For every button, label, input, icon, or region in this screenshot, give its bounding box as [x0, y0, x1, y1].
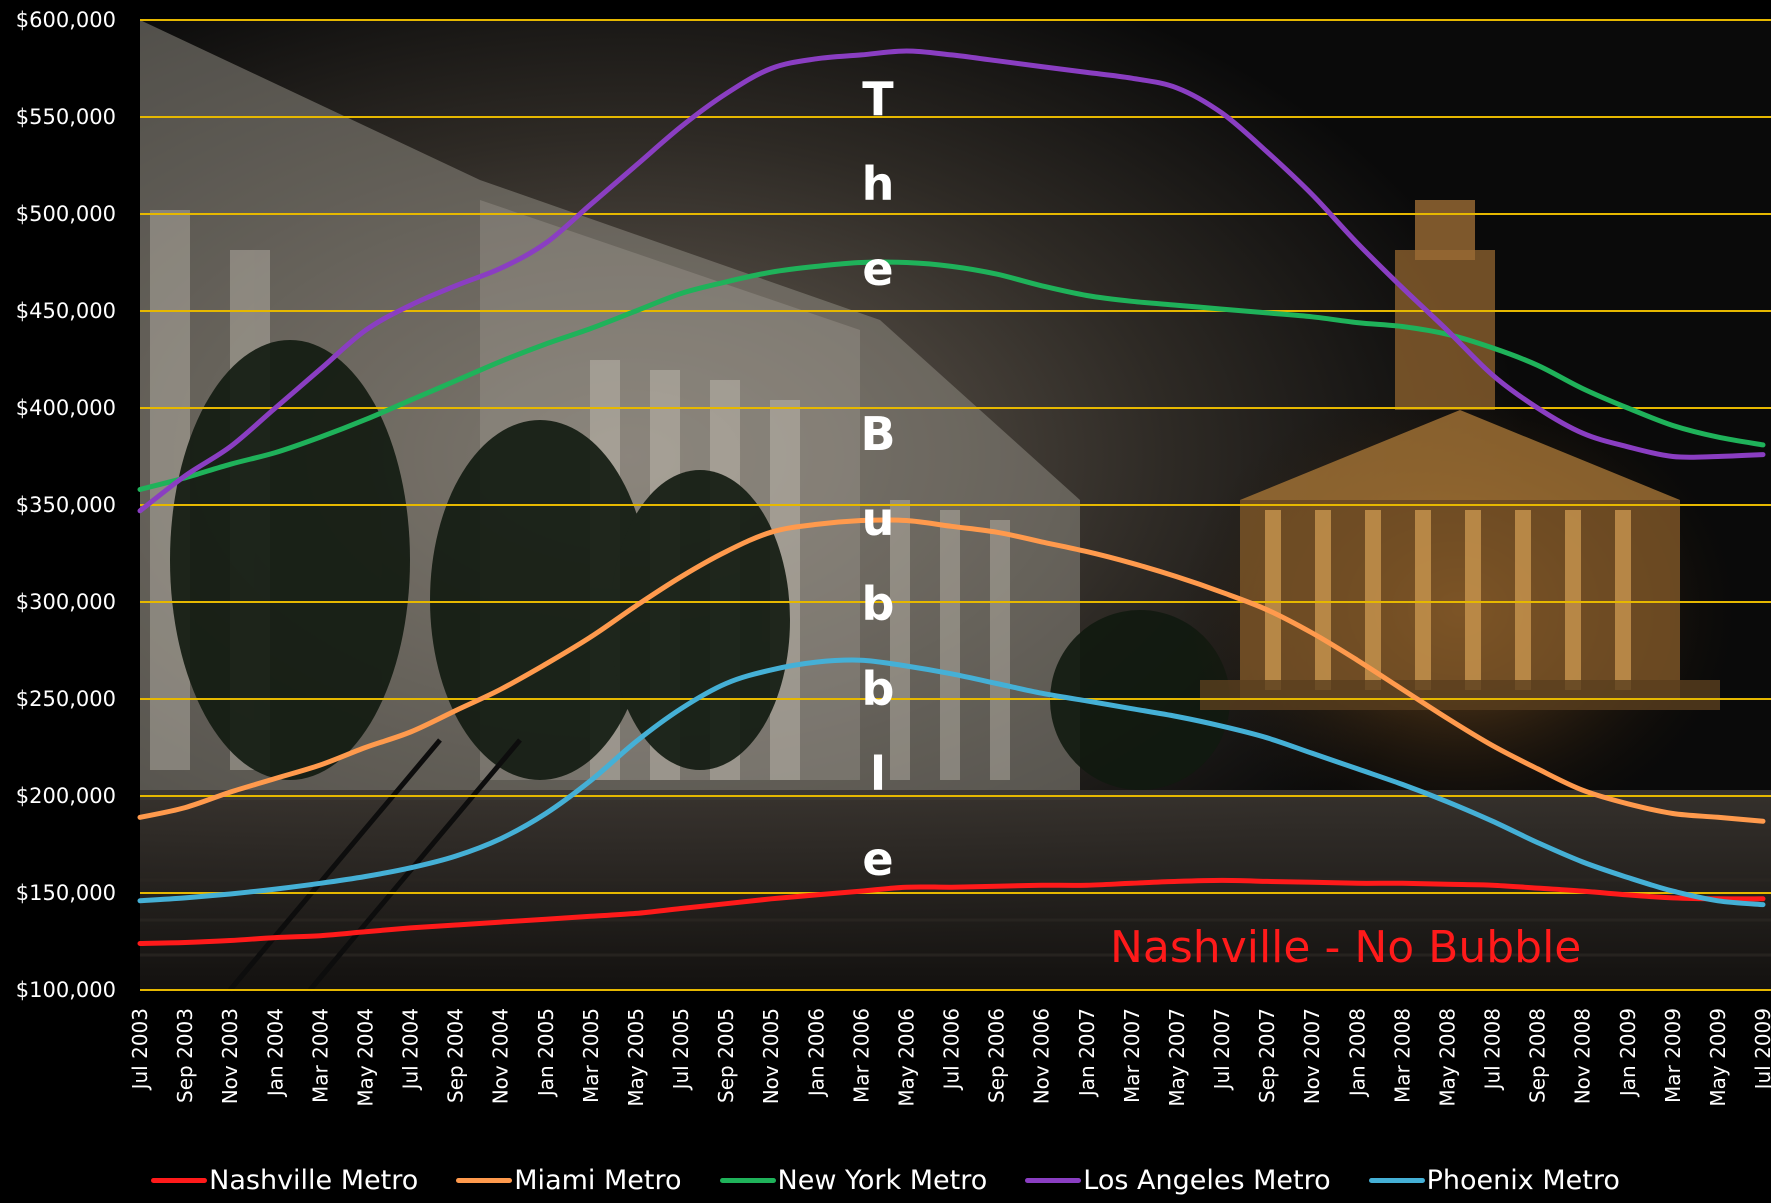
y-tick-label: $600,000	[16, 8, 116, 32]
y-tick-label: $500,000	[16, 202, 116, 226]
bubble-letter: b	[862, 577, 895, 631]
bubble-letter: l	[870, 747, 886, 801]
x-tick-label: Jan 2008	[1345, 1008, 1369, 1098]
bubble-letter: h	[862, 157, 895, 211]
nashville-no-bubble-annotation: Nashville - No Bubble	[1110, 922, 1581, 973]
legend-swatch	[1368, 1177, 1425, 1183]
legend-swatch	[719, 1177, 776, 1183]
x-tick-label: Jul 2004	[399, 1008, 423, 1091]
gridlines	[140, 19, 1771, 991]
x-tick-label: Jul 2008	[1481, 1008, 1505, 1091]
bubble-letter: u	[862, 492, 895, 546]
series-line-phoenix-metro	[137, 657, 1766, 908]
legend-item-phoenix-metro: Phoenix Metro	[1368, 1164, 1620, 1196]
x-tick-label: Jul 2007	[1210, 1008, 1234, 1091]
x-tick-label: Jul 2009	[1751, 1008, 1771, 1091]
legend-item-new-york-metro: New York Metro	[719, 1164, 988, 1196]
x-tick-label: Mar 2006	[849, 1008, 873, 1103]
x-tick-label: Jul 2006	[940, 1008, 964, 1091]
x-tick-label: Nov 2006	[1030, 1008, 1054, 1104]
x-tick-label: May 2004	[353, 1008, 377, 1107]
legend-swatch	[151, 1177, 208, 1183]
x-tick-label: Jan 2009	[1616, 1008, 1640, 1098]
y-tick-label: $150,000	[16, 881, 116, 905]
x-tick-label: May 2009	[1706, 1008, 1730, 1107]
y-tick-label: $250,000	[16, 687, 116, 711]
x-tick-label: Jul 2003	[128, 1008, 152, 1091]
x-tick-label: Mar 2004	[308, 1008, 332, 1103]
x-tick-label: Jan 2005	[534, 1008, 558, 1098]
legend-swatch	[456, 1177, 513, 1183]
x-tick-label: Nov 2004	[489, 1008, 513, 1104]
y-tick-label: $450,000	[16, 299, 116, 323]
x-tick-label: Jan 2006	[804, 1008, 828, 1098]
x-tick-label: May 2007	[1165, 1008, 1189, 1107]
x-tick-label: Mar 2005	[579, 1008, 603, 1103]
legend-item-nashville-metro: Nashville Metro	[151, 1165, 418, 1196]
x-axis-tick-labels: Jul 2003 Sep 2003 Nov 2003 Jan 2004 Mar 2004…	[128, 1008, 1771, 1107]
legend: Nashville Metro Miami Metro New York Metro…	[0, 1160, 1771, 1200]
x-tick-label: May 2008	[1435, 1008, 1459, 1107]
series-lines	[137, 48, 1766, 946]
x-tick-label: Sep 2005	[714, 1008, 738, 1103]
y-tick-label: $550,000	[16, 105, 116, 129]
y-tick-label: $300,000	[16, 590, 116, 614]
series-line-new-york-metro	[137, 259, 1766, 492]
bubble-letter: B	[860, 407, 895, 461]
x-tick-label: Jan 2004	[263, 1008, 287, 1098]
legend-label: New York Metro	[777, 1164, 988, 1196]
legend-label: Miami Metro	[514, 1164, 682, 1196]
y-tick-label: $400,000	[16, 396, 116, 420]
x-tick-label: Jul 2005	[669, 1008, 693, 1091]
x-tick-label: Sep 2006	[985, 1008, 1009, 1103]
x-tick-label: Nov 2005	[759, 1008, 783, 1104]
bubble-letter: b	[862, 662, 895, 716]
x-tick-label: Sep 2004	[444, 1008, 468, 1103]
x-tick-label: Nov 2008	[1571, 1008, 1595, 1104]
bubble-letter: T	[862, 72, 894, 126]
series-line-miami-metro	[137, 517, 1766, 824]
legend-swatch	[1025, 1177, 1082, 1183]
x-tick-label: Nov 2007	[1300, 1008, 1324, 1104]
legend-label: Nashville Metro	[209, 1164, 419, 1196]
x-tick-label: Sep 2008	[1526, 1008, 1550, 1103]
x-tick-label: May 2005	[624, 1008, 648, 1107]
y-tick-label: $200,000	[16, 784, 116, 808]
series-line-los-angeles-metro	[137, 48, 1766, 514]
x-tick-label: Sep 2007	[1255, 1008, 1279, 1103]
x-tick-label: Sep 2003	[173, 1008, 197, 1103]
x-tick-label: Mar 2008	[1390, 1008, 1414, 1103]
series-line-nashville-metro	[137, 877, 1766, 946]
y-tick-label: $350,000	[16, 493, 116, 517]
legend-item-los-angeles-metro: Los Angeles Metro	[1025, 1164, 1331, 1196]
y-axis-tick-labels: $100,000 $150,000 $200,000 $250,000 $300,000…	[16, 8, 116, 1002]
legend-label: Phoenix Metro	[1426, 1164, 1620, 1196]
x-tick-label: Mar 2009	[1661, 1008, 1685, 1103]
x-tick-label: Jan 2007	[1075, 1008, 1099, 1098]
x-tick-label: Mar 2007	[1120, 1008, 1144, 1103]
legend-label: Los Angeles Metro	[1083, 1164, 1331, 1196]
x-tick-label: May 2006	[894, 1008, 918, 1107]
legend-item-miami-metro: Miami Metro	[456, 1164, 682, 1196]
bubble-letter: e	[862, 242, 893, 296]
y-tick-label: $100,000	[16, 978, 116, 1002]
bubble-letter: e	[862, 832, 893, 886]
x-tick-label: Nov 2003	[218, 1008, 242, 1104]
